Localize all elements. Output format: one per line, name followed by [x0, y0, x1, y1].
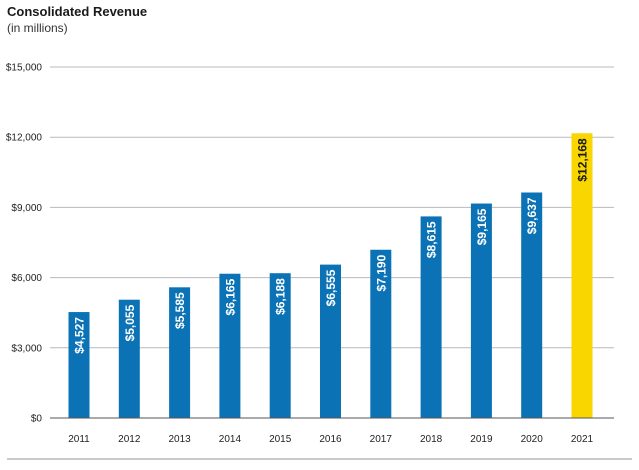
bar-value-label: $6,555 — [324, 269, 338, 306]
bar — [320, 264, 341, 418]
bar-value-label: $5,585 — [173, 292, 187, 329]
bar — [269, 273, 291, 418]
bar-value-label: $4,527 — [73, 317, 87, 354]
x-tick-label: 2012 — [118, 434, 141, 445]
y-tick-label: $3,000 — [11, 343, 42, 354]
bar — [169, 287, 191, 418]
bar — [370, 249, 392, 418]
bar-highlight — [571, 133, 593, 418]
chart-subtitle: (in millions) — [7, 21, 68, 35]
x-tick-label: 2021 — [571, 434, 594, 445]
bar-value-label: $5,055 — [123, 304, 137, 341]
y-tick-label: $9,000 — [11, 203, 42, 214]
bar-value-label: $12,168 — [576, 138, 590, 182]
bar-value-label: $9,165 — [475, 208, 489, 245]
y-tick-label: $15,000 — [6, 63, 43, 74]
bar-value-label: $6,165 — [223, 278, 237, 315]
x-tick-label: 2019 — [470, 434, 493, 445]
x-tick-label: 2016 — [319, 434, 342, 445]
x-tick-label: 2017 — [370, 434, 393, 445]
bar — [420, 216, 442, 418]
bar-value-label: $6,188 — [274, 278, 288, 315]
x-tick-label: 2011 — [68, 434, 90, 445]
bar — [118, 299, 140, 418]
x-tick-label: 2014 — [219, 434, 242, 445]
bar-value-label: $8,615 — [425, 221, 439, 258]
bar — [68, 312, 90, 418]
x-tick-label: 2018 — [420, 434, 443, 445]
chart-title: Consolidated Revenue — [7, 4, 148, 19]
x-tick-label: 2013 — [168, 434, 191, 445]
x-tick-label: 2015 — [269, 434, 292, 445]
y-tick-label: $12,000 — [6, 133, 43, 144]
bar — [470, 203, 492, 418]
y-tick-label: $6,000 — [11, 273, 42, 284]
bar-value-label: $7,190 — [374, 254, 388, 291]
bar-value-label: $9,637 — [525, 197, 539, 234]
bar — [521, 192, 543, 418]
bar — [219, 273, 241, 418]
x-tick-label: 2020 — [521, 434, 544, 445]
y-tick-label: $0 — [31, 414, 43, 425]
